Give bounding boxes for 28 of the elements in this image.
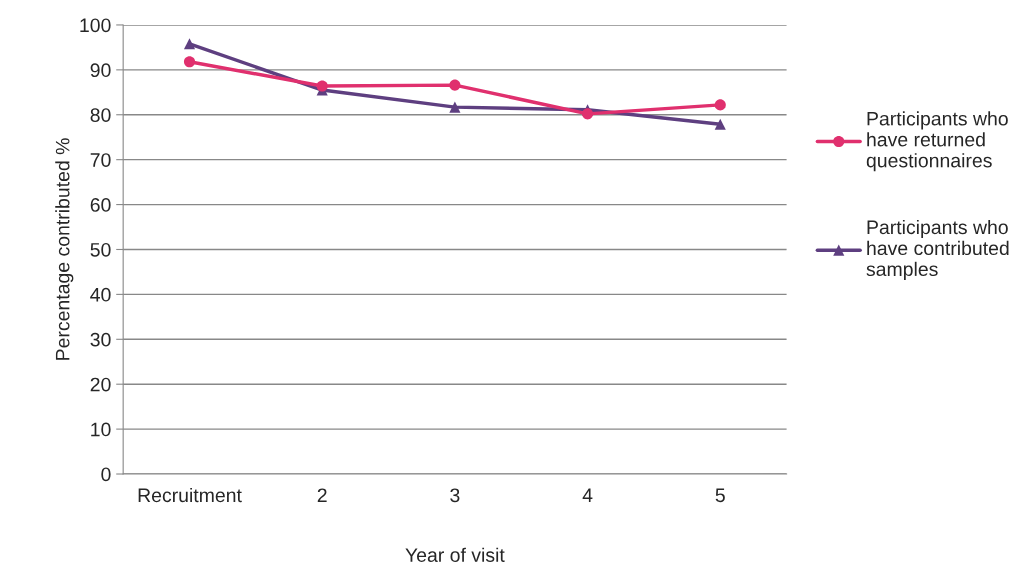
x-tick-label: 4 xyxy=(582,488,593,502)
y-tick-label: 60 xyxy=(90,198,111,212)
point xyxy=(449,79,461,91)
point xyxy=(714,118,726,130)
x-tick-label: 3 xyxy=(450,488,460,503)
y-tick-label: 10 xyxy=(91,422,111,437)
y-tick-label: 30 xyxy=(90,332,111,347)
y-tick-label: 50 xyxy=(90,242,111,257)
x-tick-label: 5 xyxy=(715,488,725,503)
y-axis-title: Percentage contributed % xyxy=(55,138,74,360)
x-tick-label: Recruitment xyxy=(138,487,242,503)
y-tick-label: 70 xyxy=(90,153,111,167)
point xyxy=(183,56,196,68)
y-tick-label: 40 xyxy=(90,287,111,302)
y-tick-label: 100 xyxy=(80,18,111,33)
y-tick-label: 0 xyxy=(101,467,111,482)
x-axis-title: Year of visit xyxy=(405,547,505,562)
y-tick-label: 80 xyxy=(90,108,111,122)
point xyxy=(183,38,196,50)
point xyxy=(449,101,461,113)
y-tick-label: 90 xyxy=(90,63,111,78)
point xyxy=(582,108,594,120)
point xyxy=(316,80,328,92)
x-tick-label: 2 xyxy=(317,488,327,502)
point xyxy=(714,99,726,111)
y-tick-label: 20 xyxy=(90,377,111,392)
legend-label: Participants who have contributed samples xyxy=(866,219,1009,280)
legend-label: Participants who have returned questionnaires xyxy=(866,111,1008,172)
